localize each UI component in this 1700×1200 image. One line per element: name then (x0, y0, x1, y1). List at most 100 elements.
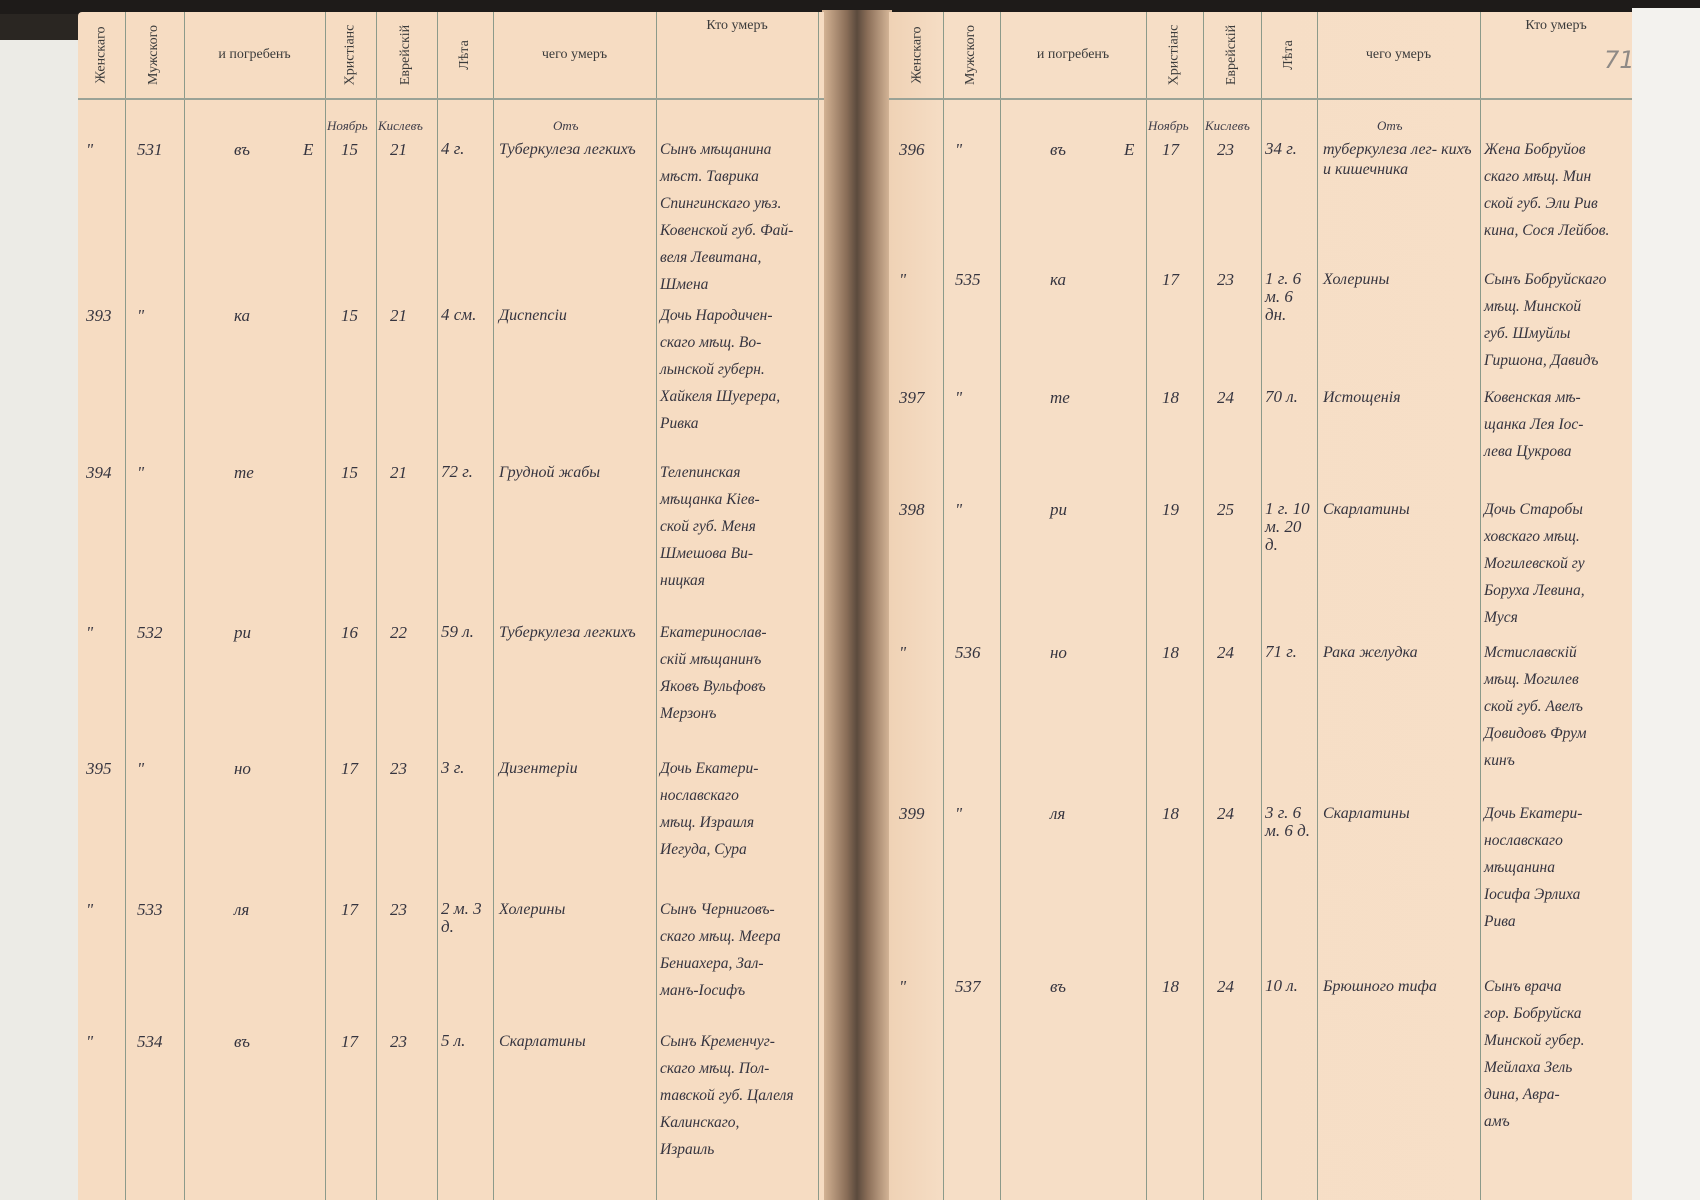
header-rule (889, 98, 1632, 100)
entry-who-died: Сынъ мѣщанина мѣст. Таврика Спингинскаго у… (660, 136, 793, 298)
column-header-label: Еврейскiй (398, 24, 414, 86)
who-died-line: Сынъ врача (1484, 978, 1562, 995)
entry-who-died: Дочь Екатери-нославскаго мѣщанина Іосифа Э… (1484, 800, 1582, 935)
column-header-christian: Христiанс (325, 12, 376, 98)
who-died-line: Ковенской губ. Фай- (660, 222, 794, 239)
entry-who-died: Сынъ Черниговъ-скаго мѣщ. Меера Бениахера… (660, 896, 781, 1004)
who-died-line: губ. Шмуйлы (1484, 325, 1571, 342)
entry-christian: 17 (341, 900, 358, 919)
who-died-line: Мерзонъ (660, 705, 717, 722)
entry-christian: 17 (341, 759, 358, 778)
entry-cause: Дизентерiи (499, 760, 578, 777)
entry-female: " (86, 140, 94, 159)
who-died-line: скаго мѣщ. Во- (660, 334, 762, 351)
entry-who-died: Сынъ врача гор. Бобруйска Минской губер. Ме… (1484, 973, 1585, 1135)
entry-buried: въ (1050, 977, 1066, 996)
who-died-line: Шмешова Ви- (660, 545, 754, 562)
column-header-label: Мужского (963, 24, 979, 86)
column-header-age: Лѣта (437, 12, 493, 98)
column-header-label: Лѣта (1280, 40, 1296, 70)
entry-christian: 18 (1162, 643, 1179, 662)
entry-age: 72 г. (441, 462, 473, 481)
who-died-line: дина, Авра- (1484, 1086, 1560, 1103)
subheader-jewish-month: Кислевъ (378, 118, 423, 133)
column-header-cause: чего умеръ (493, 12, 656, 98)
entry-male: 534 (137, 1032, 163, 1051)
entry-female: 394 (86, 463, 112, 482)
entry-buried-mark: Е (303, 140, 314, 159)
entry-buried: въ (1050, 140, 1066, 159)
entry-female: 393 (86, 306, 112, 325)
entry-cause: Грудной жабы (499, 464, 601, 481)
entry-cause: Холерины (499, 901, 566, 918)
who-died-line: нославскаго (1484, 832, 1563, 849)
column-rule (1317, 12, 1318, 1200)
column-header-label: и погребенъ (1036, 47, 1110, 62)
entry-cause: Туберкулеза легкихъ (499, 141, 636, 158)
column-rule (1146, 12, 1147, 1200)
entry-male: " (137, 759, 145, 778)
scan-top-edge (0, 0, 1700, 14)
entry-jewish: 23 (390, 900, 407, 919)
entry-female: " (86, 900, 94, 919)
entry-male: " (955, 500, 963, 519)
who-died-line: ской губ. Эли Рив (1484, 195, 1598, 212)
page-number-mark: 71 (1604, 46, 1635, 74)
who-died-line: Хайкеля Шуерера, (660, 388, 781, 405)
entry-buried: ри (234, 623, 251, 642)
entry-cause: Скарлатины (499, 1033, 586, 1050)
who-died-line: Сынъ Бобруйскаго (1484, 271, 1607, 288)
who-died-line: ховскаго мѣщ. (1484, 528, 1580, 545)
column-header-who: Кто умеръ (1480, 12, 1632, 104)
entry-age: 10 л. (1265, 976, 1298, 995)
entry-male: 532 (137, 623, 163, 642)
entry-age: 3 г. (441, 758, 465, 777)
who-died-line: Екатеринослав- (660, 624, 767, 641)
who-died-line: ской губ. Авелъ (1484, 698, 1583, 715)
entry-jewish: 23 (390, 759, 407, 778)
entry-age: 1 г. 6 м. 6 дн. (1265, 269, 1302, 324)
column-rule (184, 12, 185, 1200)
entry-christian: 16 (341, 623, 358, 642)
who-died-line: ской губ. Меня (660, 518, 756, 535)
entry-who-died: Жена Бобруйов скаго мѣщ. Мин ской губ. Эли… (1484, 136, 1609, 244)
entry-male: " (955, 804, 963, 823)
left-register-page: Женскаго Мужского и погребенъ Христiанс Евре… (78, 12, 824, 1200)
entry-cause: Холерины (1323, 271, 1390, 288)
entry-cause: Скарлатины (1323, 805, 1410, 822)
who-died-line: скаго мѣщ. Мин (1484, 168, 1592, 185)
entry-jewish: 24 (1217, 804, 1234, 823)
column-header-who: Кто умеръ (656, 12, 818, 104)
column-rule (943, 12, 944, 1200)
entry-buried: ка (234, 306, 251, 325)
column-header-label: Женскаго (909, 26, 925, 84)
column-header-age: Лѣта (1261, 12, 1317, 98)
entry-male: " (137, 463, 145, 482)
entry-age: 5 л. (441, 1031, 466, 1050)
column-header-cause: чего умеръ (1317, 12, 1480, 98)
entry-buried: ля (234, 900, 250, 919)
entry-jewish: 24 (1217, 388, 1234, 407)
entry-jewish: 25 (1217, 500, 1234, 519)
who-died-line: лева Цукрова (1484, 443, 1572, 460)
entry-male: 535 (955, 270, 981, 289)
who-died-line: веля Левитана, (660, 249, 762, 266)
who-died-line: Спингинскаго уѣз. (660, 195, 782, 212)
who-died-line: Шмена (660, 276, 709, 293)
entry-male: " (137, 306, 145, 325)
who-died-line: Яковъ Вульфовъ (660, 678, 766, 695)
entry-jewish: 23 (1217, 270, 1234, 289)
who-died-line: Сынъ Черниговъ- (660, 901, 775, 918)
header-rule (78, 98, 824, 100)
entry-who-died: Екатеринослав-скiй мѣщанинъ Яковъ Вульфов… (660, 619, 767, 727)
entry-buried: ка (1050, 270, 1067, 289)
column-rule (1480, 12, 1481, 1200)
column-header-christian: Христiанс (1146, 12, 1203, 98)
entry-christian: 18 (1162, 804, 1179, 823)
column-header-label: Лѣта (456, 40, 472, 70)
entry-cause: Туберкулеза легкихъ (499, 624, 636, 641)
who-died-line: манъ-Іосифъ (660, 982, 746, 999)
entry-christian: 19 (1162, 500, 1179, 519)
column-header-label: чего умеръ (541, 47, 608, 62)
entry-buried: въ (234, 1032, 250, 1051)
